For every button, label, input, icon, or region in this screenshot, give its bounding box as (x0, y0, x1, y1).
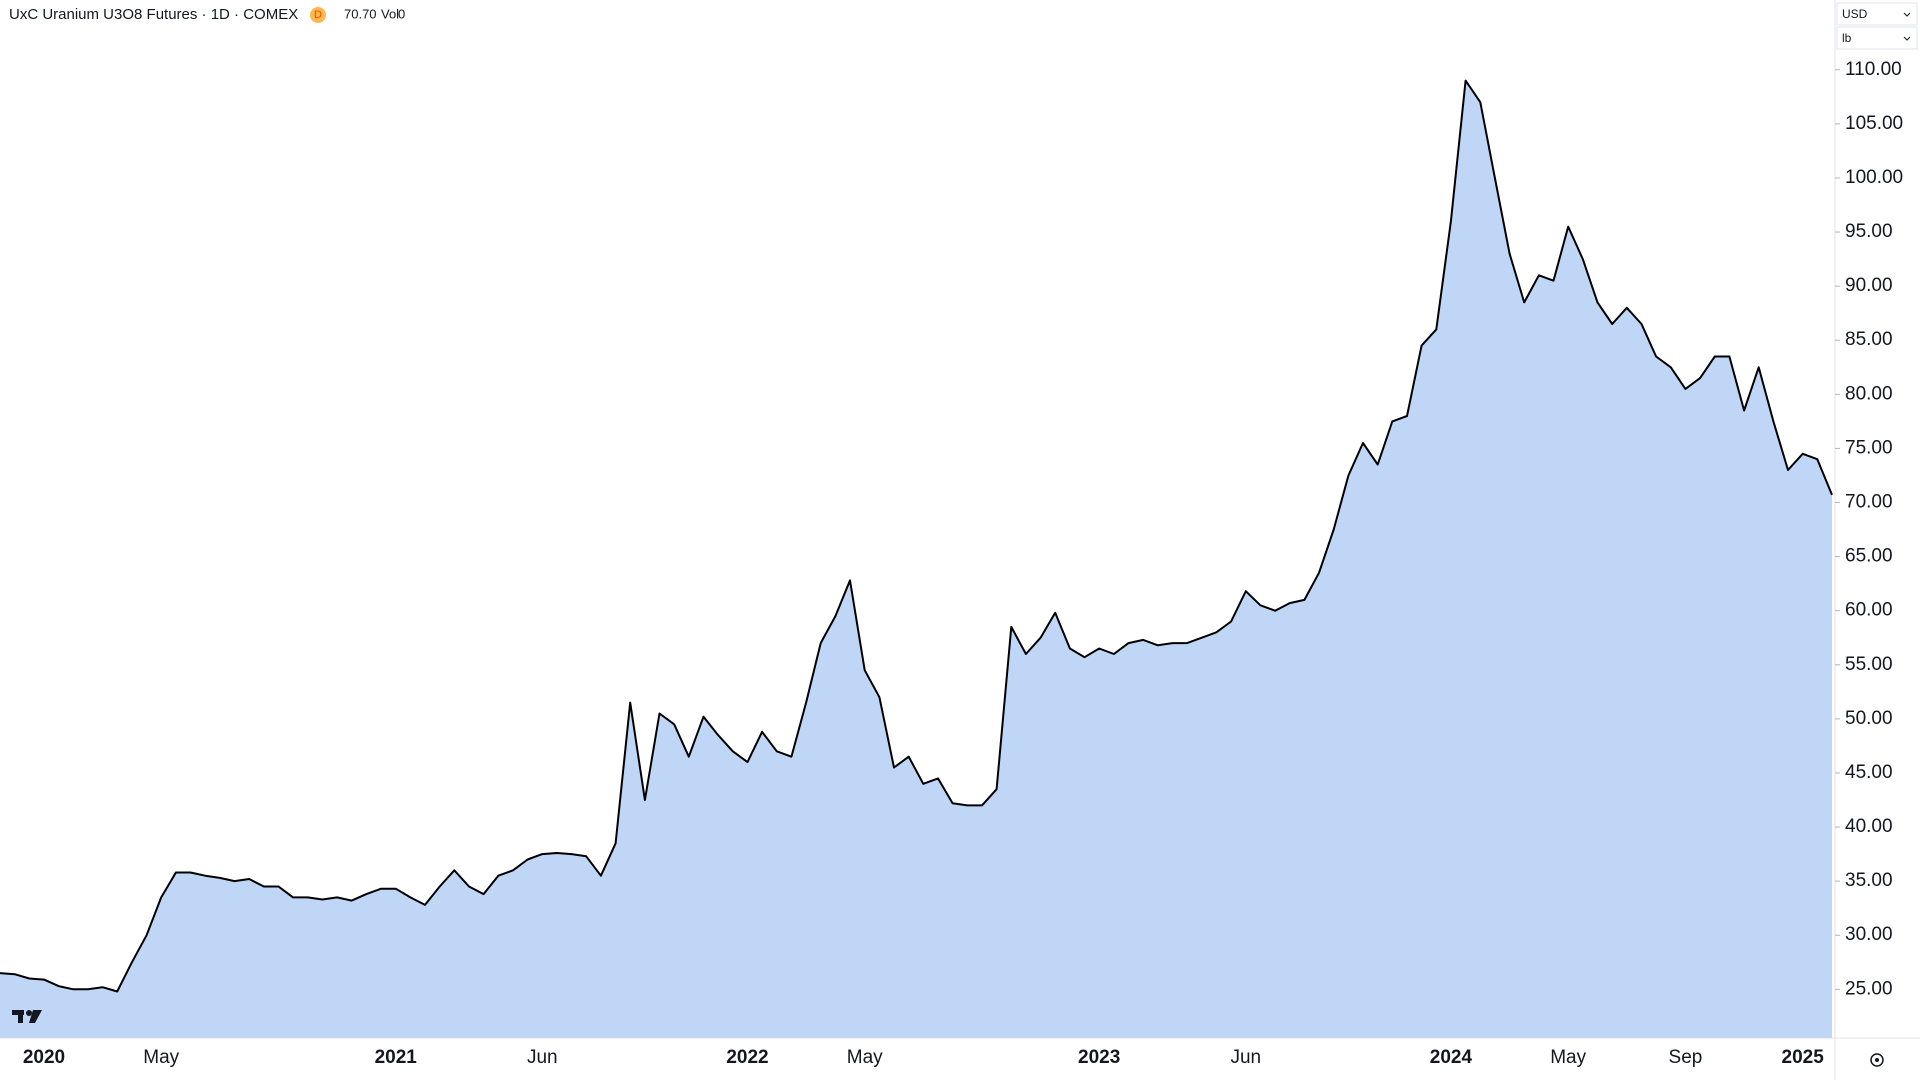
y-tick-label: 25.00 (1845, 978, 1893, 999)
x-tick-label: 2023 (1078, 1047, 1120, 1068)
y-tick-label: 80.00 (1845, 383, 1893, 404)
y-tick-label: 95.00 (1845, 221, 1893, 242)
y-tick-label: 50.00 (1845, 708, 1893, 729)
unit-select[interactable] (1836, 26, 1918, 50)
y-tick-label: 90.00 (1845, 275, 1893, 296)
x-tick-label: 2024 (1430, 1047, 1473, 1068)
y-tick-label: 30.00 (1845, 924, 1893, 945)
y-tick-label: 45.00 (1845, 762, 1893, 783)
y-tick-label: 35.00 (1845, 870, 1893, 891)
y-tick-label: 75.00 (1845, 437, 1893, 458)
last-price: 70.70 (344, 6, 377, 21)
logo (12, 1010, 42, 1023)
currency-select[interactable] (1836, 2, 1918, 26)
x-tick-label: Sep (1669, 1047, 1703, 1068)
y-tick-label: 70.00 (1845, 492, 1893, 513)
currency[interactable]: USD (1842, 7, 1868, 21)
settings-icon[interactable] (1870, 1053, 1884, 1067)
x-tick-label: May (143, 1047, 179, 1068)
chevron (1903, 12, 1911, 17)
x-tick-label: 2020 (23, 1047, 65, 1068)
unit[interactable]: lb (1842, 31, 1852, 45)
x-tick-label: 2025 (1782, 1047, 1825, 1068)
plot (0, 79, 1833, 1039)
y-tick-label: 100.00 (1845, 167, 1903, 188)
y-tick-label: 40.00 (1845, 816, 1893, 837)
x-tick-label: Jun (1230, 1047, 1261, 1068)
chevron (1903, 36, 1911, 41)
area-fill (0, 80, 1832, 1039)
symbol-title: UxC Uranium U3O8 Futures · 1D · COMEX (9, 6, 298, 23)
y-tick-label: 65.00 (1845, 546, 1893, 567)
volume: 0 (398, 6, 405, 21)
y-tick-label: 105.00 (1845, 113, 1903, 134)
y-tick-label: 55.00 (1845, 654, 1893, 675)
y-tick-label: 110.00 (1845, 59, 1902, 80)
x-tick-label: 2022 (726, 1047, 768, 1068)
volume-label: Vol (381, 6, 399, 21)
badge-bg (310, 7, 326, 23)
y-tick-label: 60.00 (1845, 600, 1893, 621)
y-tick-label: 85.00 (1845, 329, 1893, 350)
badge: D (314, 9, 322, 21)
x-tick-label: Jun (527, 1047, 558, 1068)
x-tick-label: May (847, 1047, 883, 1068)
x-tick-label: May (1550, 1047, 1586, 1068)
x-tick-label: 2021 (375, 1047, 418, 1068)
price-line (0, 79, 1833, 993)
price-axis (1835, 0, 1920, 1080)
